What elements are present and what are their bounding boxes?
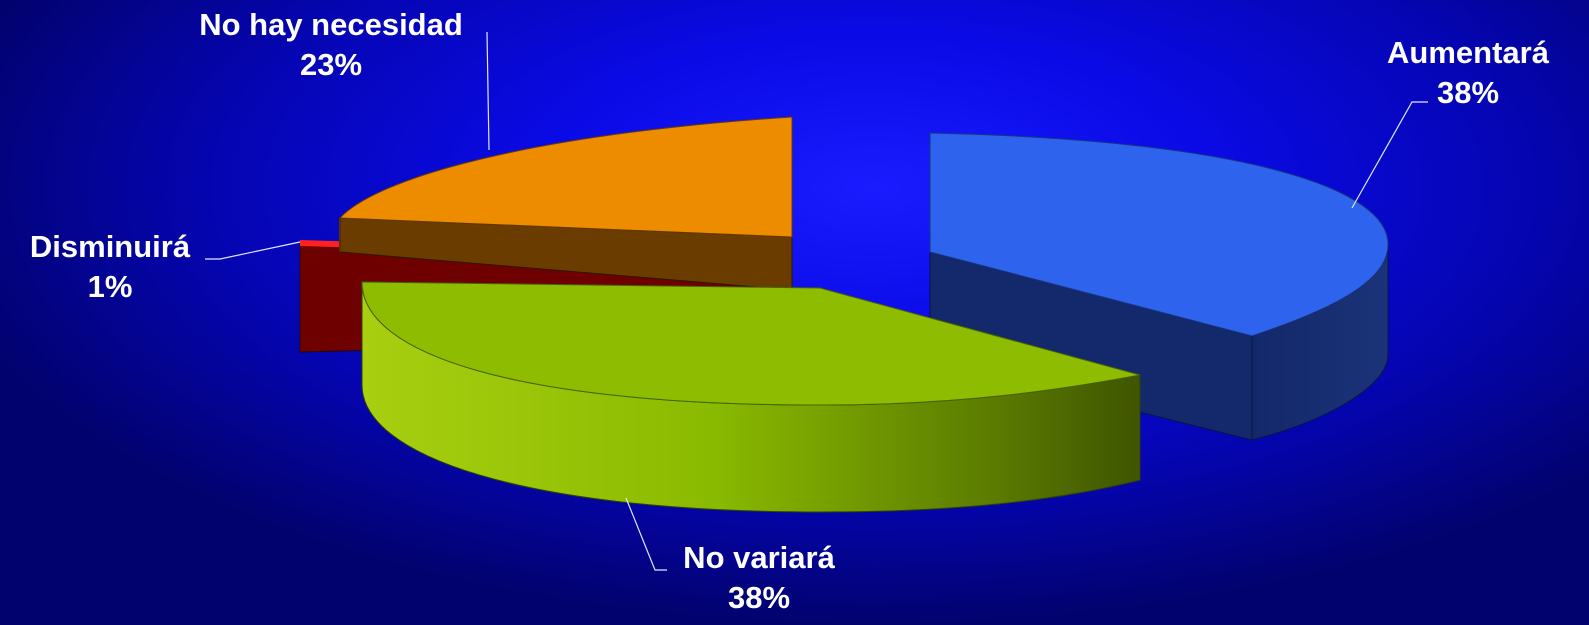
leader-line-aumentara [1351,101,1428,209]
pie-slice-no-variara [361,281,1141,513]
data-label-disminuira: Disminuirá 1% [30,227,190,307]
leader-line-no-hay-necesidad [486,31,490,151]
data-label-aumentara: Aumentará 38% [1387,33,1549,113]
slice-name-disminuira: Disminuirá [29,229,191,264]
leader-line-no-variara [625,497,667,571]
leader-line-disminuira [205,241,301,260]
slice-name-aumentara: Aumentará [1387,35,1549,70]
slice-percent-no-hay-necesidad: 23% [299,47,363,82]
slice-percent-no-variara: 38% [727,580,791,615]
slice-percent-aumentara: 38% [1436,75,1500,110]
leader-lines [205,31,1428,571]
slice-name-no-variara: No variará [683,540,835,575]
slice-name-no-hay-necesidad: No hay necesidad [199,7,463,42]
data-label-no-variara: No variará 38% [683,538,835,618]
pie-slice-no-hay-necesidad [338,116,793,291]
data-label-no-hay-necesidad: No hay necesidad 23% [199,5,463,85]
slice-percent-disminuira: 1% [87,269,133,304]
